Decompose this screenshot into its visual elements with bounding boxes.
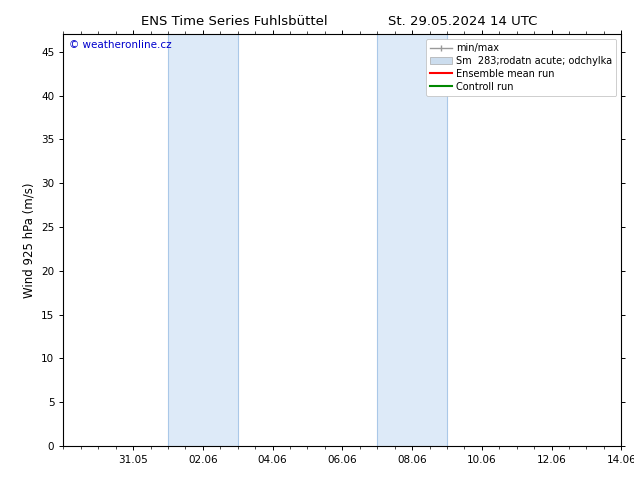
Text: St. 29.05.2024 14 UTC: St. 29.05.2024 14 UTC <box>388 15 538 28</box>
Text: © weatheronline.cz: © weatheronline.cz <box>69 41 172 50</box>
Text: ENS Time Series Fuhlsbüttel: ENS Time Series Fuhlsbüttel <box>141 15 328 28</box>
Bar <box>168 34 238 446</box>
Y-axis label: Wind 925 hPa (m/s): Wind 925 hPa (m/s) <box>23 182 36 298</box>
Legend: min/max, Sm  283;rodatn acute; odchylka, Ensemble mean run, Controll run: min/max, Sm 283;rodatn acute; odchylka, … <box>426 39 616 96</box>
Bar <box>377 34 447 446</box>
